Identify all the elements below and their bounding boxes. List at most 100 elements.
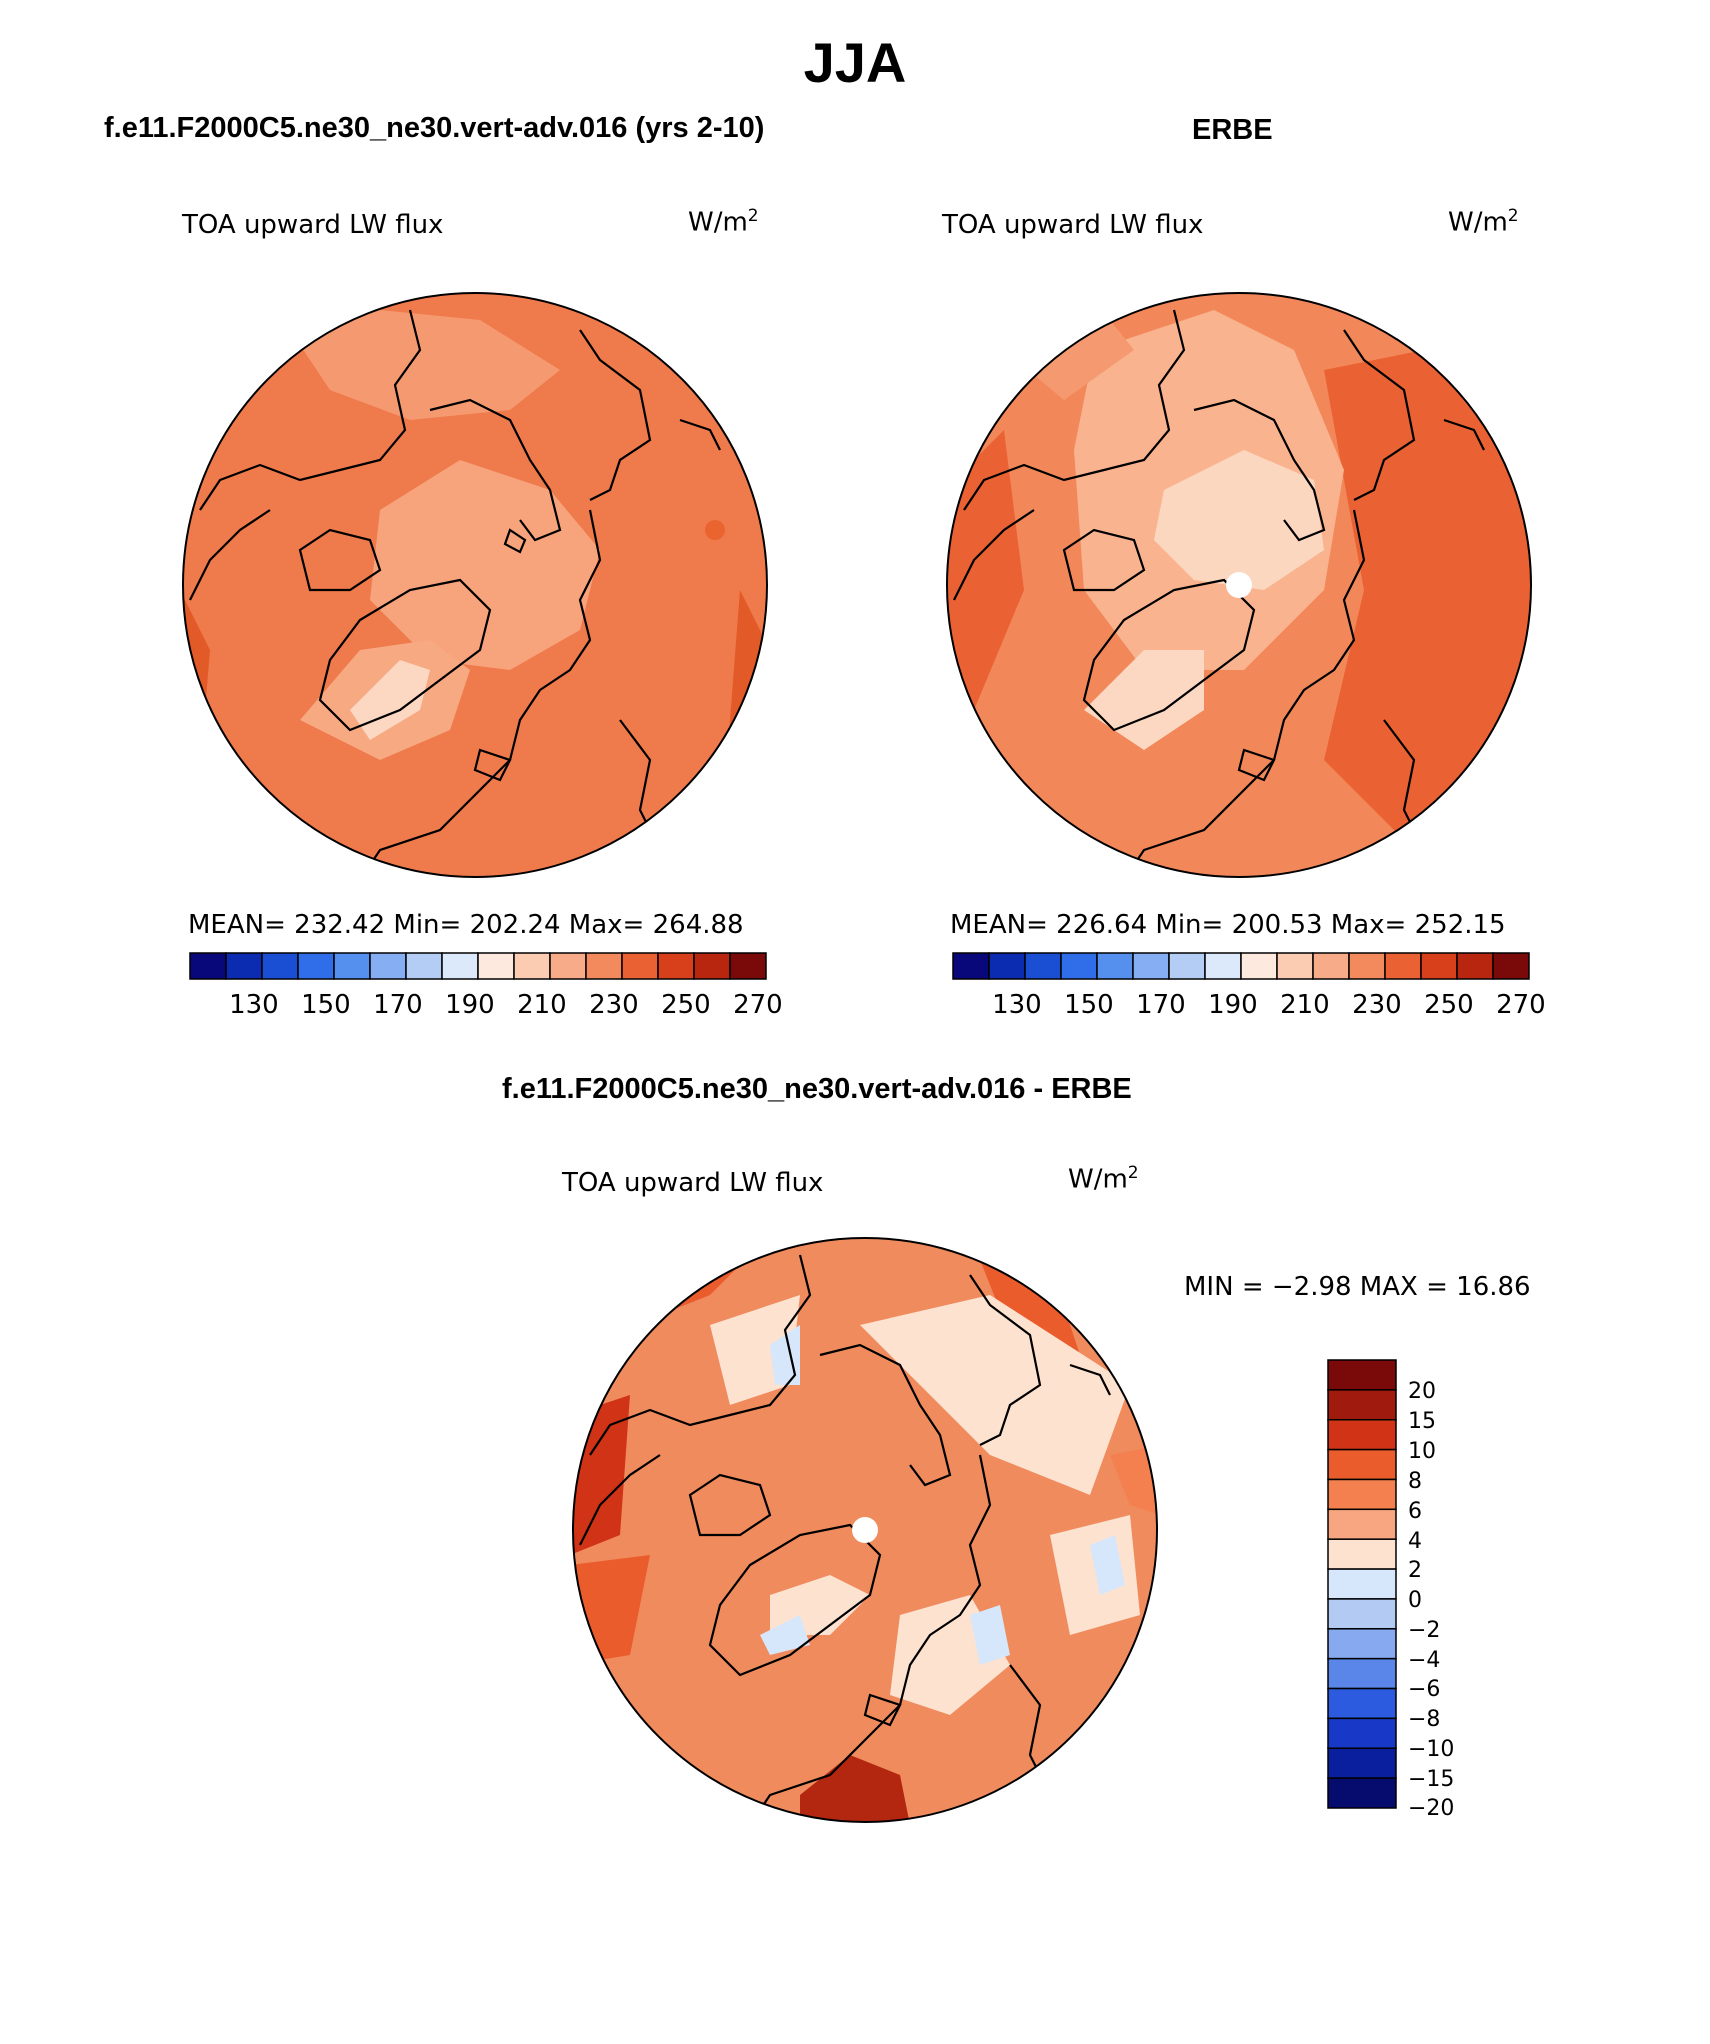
colorbar-swatch — [1276, 952, 1314, 980]
colorbar-tick: −15 — [1408, 1767, 1455, 1792]
colorbar-swatch — [952, 952, 990, 980]
variable-label-diff: TOA upward LW flux — [562, 1168, 824, 1198]
stats-obs: MEAN= 226.64 Min= 200.53 Max= 252.15 — [950, 910, 1506, 940]
colorbar-swatch — [1132, 952, 1170, 980]
colorbar-swatch — [1327, 1418, 1397, 1451]
colorbar-swatch — [1348, 952, 1386, 980]
units-label-model: W/m2 — [688, 206, 759, 238]
colorbar-obs — [952, 952, 1530, 980]
colorbar-tick: 10 — [1408, 1439, 1436, 1464]
colorbar-swatch — [621, 952, 659, 980]
units-label-diff: W/m2 — [1068, 1163, 1139, 1195]
colorbar-swatch — [1327, 1687, 1397, 1720]
colorbar-swatch — [1024, 952, 1062, 980]
colorbar-tick: 270 — [1496, 990, 1546, 1020]
colorbar-swatch — [1240, 952, 1278, 980]
colorbar-tick: −4 — [1408, 1648, 1441, 1673]
colorbar-swatch — [225, 952, 263, 980]
colorbar-ticks-model: 130 150 170 190 210 230 250 270 — [190, 990, 783, 1020]
colorbar-diff — [1327, 1359, 1397, 1809]
colorbar-tick: 170 — [1136, 990, 1186, 1020]
colorbar-tick: 250 — [1424, 990, 1474, 1020]
colorbar-swatch — [1312, 952, 1350, 980]
colorbar-swatch — [549, 952, 587, 980]
colorbar-tick: 4 — [1408, 1529, 1422, 1554]
colorbar-tick: 2 — [1408, 1558, 1422, 1583]
colorbar-tick: −20 — [1408, 1796, 1455, 1821]
minmax-diff: MIN = −2.98 MAX = 16.86 — [1184, 1272, 1531, 1302]
map-model — [182, 292, 768, 878]
panel-title-diff: f.e11.F2000C5.ne30_ne30.vert-adv.016 - E… — [502, 1073, 1132, 1105]
colorbar-swatch — [1168, 952, 1206, 980]
colorbar-tick: 130 — [992, 990, 1042, 1020]
figure-title: JJA — [803, 31, 907, 94]
colorbar-swatch — [1327, 1657, 1397, 1690]
colorbar-tick: 230 — [589, 990, 639, 1020]
colorbar-swatch — [1327, 1359, 1397, 1391]
colorbar-swatch — [189, 952, 227, 980]
variable-label-obs: TOA upward LW flux — [942, 210, 1204, 240]
colorbar-swatch — [1327, 1568, 1397, 1600]
colorbar-swatch — [585, 952, 623, 980]
units-label-obs: W/m2 — [1448, 206, 1519, 238]
colorbar-tick: 15 — [1408, 1409, 1436, 1434]
colorbar-tick: 130 — [229, 990, 279, 1020]
colorbar-tick: 150 — [301, 990, 351, 1020]
colorbar-swatch — [1420, 952, 1458, 980]
colorbar-tick: 250 — [661, 990, 711, 1020]
colorbar-swatch — [297, 952, 335, 980]
colorbar-swatch — [1327, 1448, 1397, 1481]
colorbar-ticks-obs: 130 150 170 190 210 230 250 270 — [953, 990, 1546, 1020]
colorbar-ticks-diff: 20 15 10 8 6 4 2 0 −2 −4 −6 −8 −10 −15 −… — [1408, 1360, 1488, 1821]
colorbar-tick: 6 — [1408, 1499, 1422, 1524]
colorbar-swatch — [1384, 952, 1422, 980]
colorbar-swatch — [1456, 952, 1494, 980]
colorbar-swatch — [441, 952, 479, 980]
colorbar-tick: 8 — [1408, 1469, 1422, 1494]
colorbar-tick: 230 — [1352, 990, 1402, 1020]
colorbar-swatch — [1327, 1538, 1397, 1570]
colorbar-swatch — [1327, 1478, 1397, 1511]
colorbar-swatch — [1327, 1717, 1397, 1750]
colorbar-swatch — [988, 952, 1026, 980]
colorbar-tick: 20 — [1408, 1379, 1436, 1404]
colorbar-swatch — [1060, 952, 1098, 980]
colorbar-swatch — [657, 952, 695, 980]
colorbar-swatch — [1327, 1508, 1397, 1540]
colorbar-tick: 170 — [373, 990, 423, 1020]
colorbar-swatch — [1327, 1628, 1397, 1660]
colorbar-tick: 190 — [1208, 990, 1258, 1020]
colorbar-swatch — [1096, 952, 1134, 980]
colorbar-tick: 210 — [517, 990, 567, 1020]
colorbar-tick: 190 — [445, 990, 495, 1020]
colorbar-swatch — [1492, 952, 1530, 980]
colorbar-tick: 210 — [1280, 990, 1330, 1020]
colorbar-swatch — [1327, 1777, 1397, 1809]
colorbar-swatch — [729, 952, 767, 980]
colorbar-swatch — [693, 952, 731, 980]
colorbar-swatch — [405, 952, 443, 980]
colorbar-tick: 0 — [1408, 1588, 1422, 1613]
colorbar-swatch — [477, 952, 515, 980]
colorbar-tick: −8 — [1408, 1707, 1441, 1732]
panel-title-obs: ERBE — [1192, 114, 1273, 146]
colorbar-model — [189, 952, 767, 980]
colorbar-tick: −2 — [1408, 1618, 1441, 1643]
colorbar-swatch — [1204, 952, 1242, 980]
colorbar-tick: −10 — [1408, 1737, 1455, 1762]
map-obs — [946, 292, 1532, 878]
colorbar-swatch — [1327, 1598, 1397, 1630]
stats-model: MEAN= 232.42 Min= 202.24 Max= 264.88 — [188, 910, 744, 940]
colorbar-swatch — [1327, 1747, 1397, 1779]
colorbar-swatch — [369, 952, 407, 980]
variable-label-model: TOA upward LW flux — [182, 210, 444, 240]
map-diff — [572, 1237, 1158, 1823]
colorbar-swatch — [333, 952, 371, 980]
colorbar-swatch — [1327, 1389, 1397, 1421]
panel-title-model: f.e11.F2000C5.ne30_ne30.vert-adv.016 (yr… — [104, 112, 765, 144]
colorbar-tick: −6 — [1408, 1677, 1441, 1702]
colorbar-tick: 270 — [733, 990, 783, 1020]
colorbar-swatch — [261, 952, 299, 980]
colorbar-tick: 150 — [1064, 990, 1114, 1020]
colorbar-swatch — [513, 952, 551, 980]
